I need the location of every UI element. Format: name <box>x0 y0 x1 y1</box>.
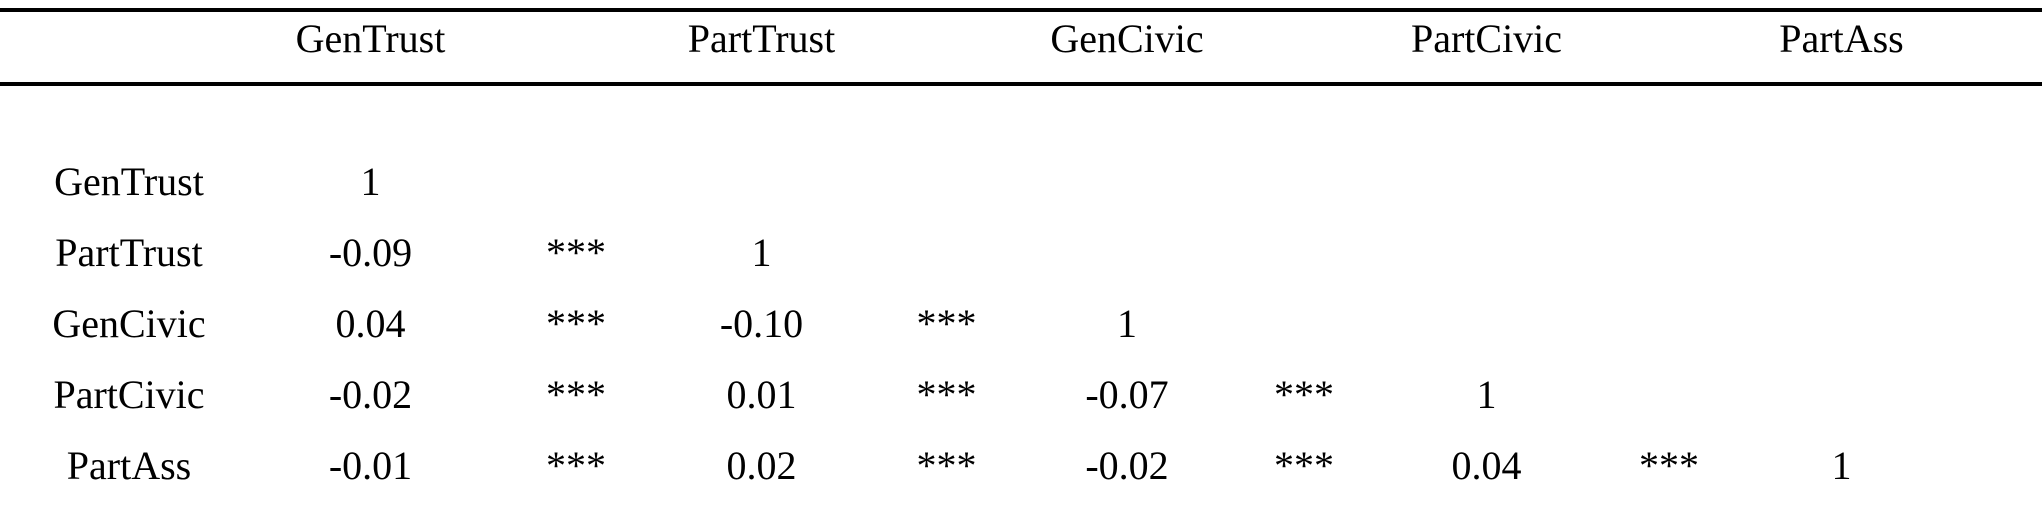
column-header-parttrust: PartTrust <box>687 16 836 61</box>
significance-stars-cell <box>483 146 669 217</box>
significance-stars-cell <box>1580 288 1758 359</box>
significance-stars-cell: *** <box>1639 443 1699 488</box>
column-header-gentrust: GenTrust <box>295 16 446 61</box>
significance-stars-cell: *** <box>916 301 977 346</box>
correlation-value-cell: -0.10 <box>719 301 804 346</box>
significance-stars-cell: *** <box>1274 372 1334 417</box>
correlation-value-cell <box>1039 217 1215 288</box>
correlation-value-cell: 0.02 <box>726 443 797 488</box>
correlation-value-cell: 0.04 <box>335 301 406 346</box>
significance-stars-cell <box>1215 288 1393 359</box>
table-row-partass: PartAss -0.01 *** 0.02 *** -0.02 *** 0.0… <box>0 430 2042 501</box>
correlation-value-cell <box>1758 288 1925 359</box>
header-stars-spacer <box>854 10 1039 84</box>
correlation-value-cell <box>1758 146 1925 217</box>
correlation-value-cell: 1 <box>1476 372 1497 417</box>
significance-stars-cell <box>1925 359 2042 430</box>
significance-stars-cell: *** <box>546 443 606 488</box>
correlation-value-cell <box>1393 288 1580 359</box>
significance-stars-cell <box>854 217 1039 288</box>
significance-stars-cell <box>1215 217 1393 288</box>
correlation-value-cell: 1 <box>751 230 772 275</box>
correlation-value-cell: 1 <box>1831 443 1852 488</box>
significance-stars-cell: *** <box>916 372 977 417</box>
correlation-value-cell: -0.07 <box>1085 372 1169 417</box>
correlation-value-cell: -0.02 <box>328 372 413 417</box>
correlation-table: GenTrust PartTrust GenCivic PartCivic Pa… <box>0 8 2042 501</box>
correlation-value-cell <box>669 146 854 217</box>
correlation-value-cell: 0.01 <box>726 372 797 417</box>
column-header-partcivic: PartCivic <box>1410 16 1563 61</box>
correlation-value-cell: 0.04 <box>1451 443 1522 488</box>
column-header-partass: PartAss <box>1779 16 1904 61</box>
significance-stars-cell <box>1925 146 2042 217</box>
significance-stars-cell <box>1580 146 1758 217</box>
header-stars-spacer <box>483 10 669 84</box>
table-row-gencivic: GenCivic 0.04 *** -0.10 *** 1 <box>0 288 2042 359</box>
correlation-value-cell <box>1039 146 1215 217</box>
significance-stars-cell: *** <box>546 230 606 275</box>
significance-stars-cell: *** <box>916 443 977 488</box>
header-spacer-cell <box>0 10 258 84</box>
significance-stars-cell <box>1215 146 1393 217</box>
header-stars-spacer <box>1925 10 2042 84</box>
correlation-value-cell: 1 <box>1117 301 1137 346</box>
significance-stars-cell <box>1925 430 2042 501</box>
significance-stars-cell <box>1580 359 1758 430</box>
table-row-partcivic: PartCivic -0.02 *** 0.01 *** -0.07 *** 1 <box>0 359 2042 430</box>
correlation-value-cell: -0.01 <box>328 443 413 488</box>
row-label: PartTrust <box>55 230 203 275</box>
row-label: GenTrust <box>54 159 204 204</box>
correlation-value-cell <box>1393 146 1580 217</box>
row-label: PartCivic <box>53 372 205 417</box>
significance-stars-cell: *** <box>1274 443 1334 488</box>
row-label: PartAss <box>66 443 192 488</box>
header-stars-spacer <box>1580 10 1758 84</box>
significance-stars-cell: *** <box>546 301 606 346</box>
correlation-value-cell <box>1393 217 1580 288</box>
correlation-value-cell: 1 <box>360 159 381 204</box>
correlation-value-cell <box>1758 359 1925 430</box>
table-row-parttrust: PartTrust -0.09 *** 1 <box>0 217 2042 288</box>
header-row: GenTrust PartTrust GenCivic PartCivic Pa… <box>0 10 2042 84</box>
correlation-value-cell: -0.02 <box>1085 443 1169 488</box>
significance-stars-cell <box>1925 288 2042 359</box>
correlation-value-cell <box>1758 217 1925 288</box>
header-gap-row <box>0 84 2042 146</box>
correlation-value-cell: -0.09 <box>328 230 413 275</box>
column-header-gencivic: GenCivic <box>1050 16 1204 61</box>
significance-stars-cell <box>854 146 1039 217</box>
significance-stars-cell <box>1580 217 1758 288</box>
gap-cell <box>0 84 2042 146</box>
significance-stars-cell: *** <box>546 372 606 417</box>
table-row-gentrust: GenTrust 1 <box>0 146 2042 217</box>
header-stars-spacer <box>1215 10 1393 84</box>
significance-stars-cell <box>1925 217 2042 288</box>
row-label: GenCivic <box>52 301 206 346</box>
